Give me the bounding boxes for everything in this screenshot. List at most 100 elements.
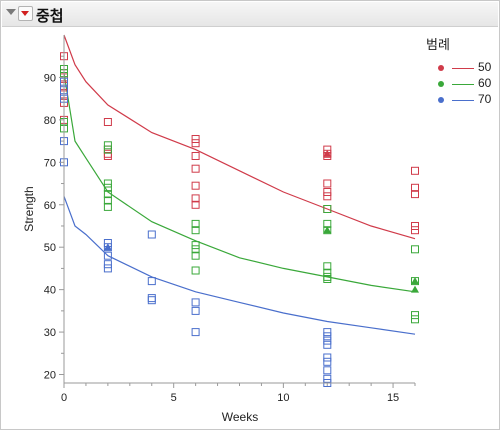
legend-title: 범례 xyxy=(426,37,450,52)
data-point xyxy=(147,230,156,239)
data-point xyxy=(323,328,332,337)
data-point xyxy=(191,241,200,250)
data-point xyxy=(191,194,200,203)
data-point xyxy=(191,245,200,254)
data-point xyxy=(103,196,112,205)
data-point xyxy=(323,336,332,345)
data-point xyxy=(323,340,332,349)
legend-label: 60 xyxy=(478,76,492,90)
x-axis-title: Weeks xyxy=(222,410,258,424)
data-point xyxy=(191,251,200,260)
data-point xyxy=(323,353,332,362)
fit-curve-70 xyxy=(63,196,416,335)
x-tick-label: 0 xyxy=(61,392,67,404)
selected-point xyxy=(323,226,332,234)
data-point xyxy=(191,266,200,275)
x-axis-ticks: 0 5 10 15 xyxy=(61,383,416,404)
data-point xyxy=(103,141,112,150)
data-point xyxy=(191,219,200,228)
selected-point xyxy=(411,277,419,285)
y-tick-label: 90 xyxy=(44,72,56,84)
x-tick-label: 10 xyxy=(277,392,289,404)
x-tick-label: 5 xyxy=(171,392,177,404)
disclosure-triangle-icon[interactable] xyxy=(6,9,16,15)
panel-title: 중첩 xyxy=(36,8,64,25)
data-point xyxy=(323,268,332,277)
data-point xyxy=(103,145,112,154)
data-point xyxy=(103,183,112,192)
data-point xyxy=(103,251,112,260)
data-markers xyxy=(60,52,419,387)
legend-item-70[interactable]: 70 xyxy=(426,92,496,108)
y-tick-label: 60 xyxy=(44,200,56,212)
y-axis-title: Strength xyxy=(22,186,36,231)
data-point xyxy=(147,296,156,305)
selected-point xyxy=(323,149,332,157)
plot-area xyxy=(64,35,415,383)
data-point xyxy=(191,226,200,235)
data-point xyxy=(103,264,112,273)
data-point xyxy=(191,164,200,173)
fit-curve-50 xyxy=(63,34,416,240)
selected-point xyxy=(103,243,112,251)
data-point xyxy=(323,275,332,283)
y-tick-label: 20 xyxy=(44,370,56,382)
data-point xyxy=(191,298,200,307)
legend-marker-icon xyxy=(438,81,444,87)
data-point xyxy=(147,277,156,286)
y-tick-label: 40 xyxy=(44,285,56,297)
data-point xyxy=(323,205,332,213)
data-point xyxy=(411,311,419,320)
data-point xyxy=(411,190,419,199)
data-point xyxy=(323,192,332,201)
data-point xyxy=(411,315,419,324)
data-point xyxy=(103,190,112,199)
data-point xyxy=(191,306,200,315)
data-point xyxy=(191,328,200,337)
data-point xyxy=(103,179,112,188)
data-point xyxy=(103,152,112,160)
red-triangle-menu-button[interactable] xyxy=(18,6,33,21)
data-point xyxy=(191,135,200,143)
y-tick-label: 30 xyxy=(44,327,56,339)
legend: 범례 50 60 70 xyxy=(426,34,496,108)
y-tick-label: 50 xyxy=(44,242,56,254)
data-point xyxy=(103,118,112,126)
data-point xyxy=(191,200,200,209)
fit-curve-60 xyxy=(63,73,416,293)
legend-line-icon xyxy=(452,68,474,69)
data-point xyxy=(411,183,419,192)
data-point xyxy=(323,188,332,196)
data-point xyxy=(323,332,332,341)
data-point xyxy=(191,139,200,148)
x-tick-label: 15 xyxy=(387,392,399,404)
legend-label: 50 xyxy=(478,60,492,74)
data-point xyxy=(411,245,419,254)
selected-point xyxy=(411,285,419,293)
legend-label: 70 xyxy=(478,92,492,106)
y-tick-label: 80 xyxy=(44,115,56,127)
data-point xyxy=(103,260,112,269)
data-point xyxy=(323,366,332,375)
data-point xyxy=(411,166,419,175)
data-point xyxy=(103,202,112,211)
legend-item-50[interactable]: 50 xyxy=(426,60,496,76)
data-point xyxy=(411,222,419,230)
data-point xyxy=(323,262,332,271)
y-axis-ticks: 20 30 40 50 60 70 80 90 xyxy=(44,55,64,382)
data-point xyxy=(323,357,332,366)
data-point xyxy=(191,181,200,190)
fit-curves xyxy=(63,34,416,335)
y-tick-label: 70 xyxy=(44,157,56,169)
data-point xyxy=(191,152,200,160)
data-point xyxy=(323,374,332,383)
legend-item-60[interactable]: 60 xyxy=(426,76,496,92)
legend-line-icon xyxy=(452,84,474,85)
panel-header: 중첩 xyxy=(2,2,498,27)
legend-line-icon xyxy=(452,100,474,101)
legend-marker-icon xyxy=(438,65,444,71)
data-point xyxy=(411,226,419,235)
data-point xyxy=(323,179,332,188)
legend-marker-icon xyxy=(438,97,444,103)
